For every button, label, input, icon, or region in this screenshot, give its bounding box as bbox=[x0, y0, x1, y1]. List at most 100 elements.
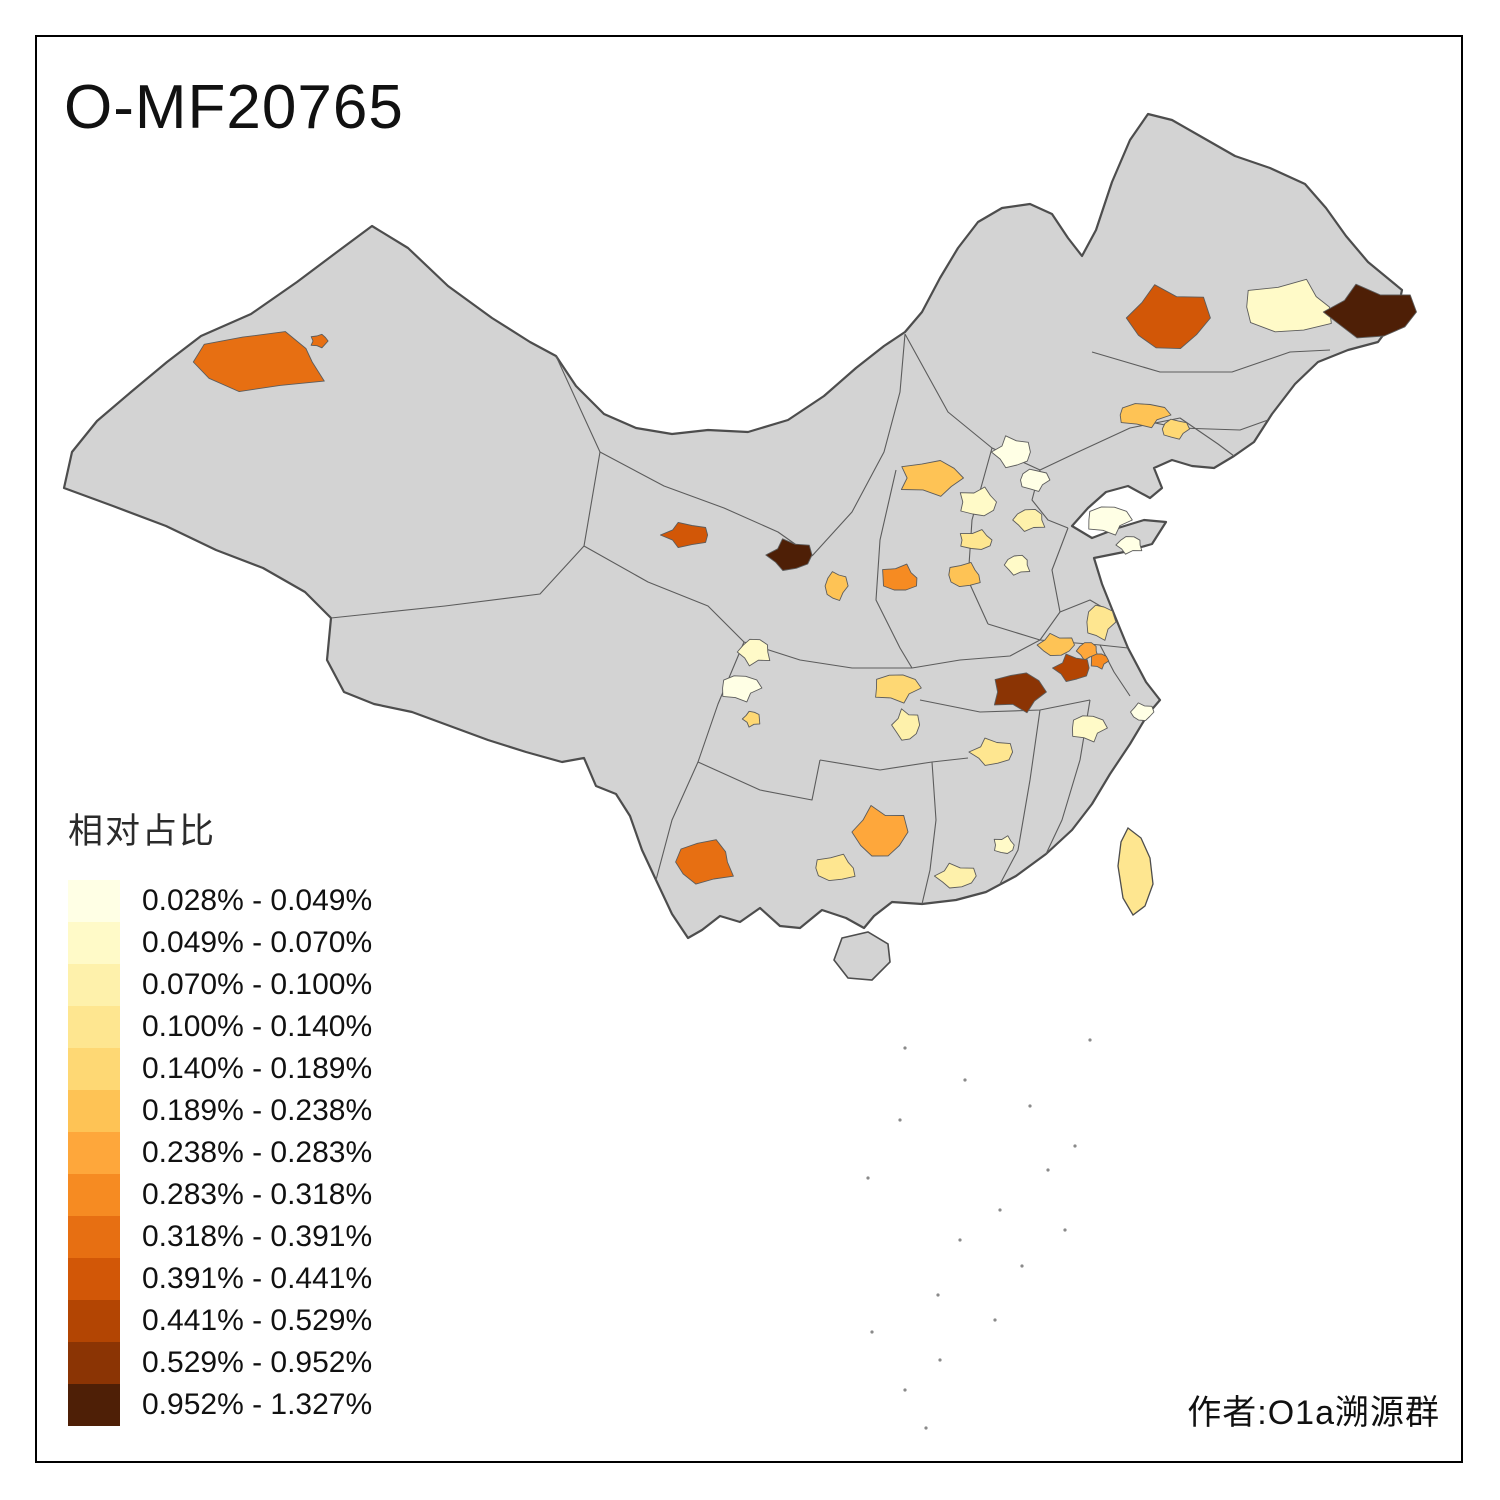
sea-island-speck bbox=[1073, 1144, 1077, 1148]
legend-row: 0.529% - 0.952% bbox=[68, 1342, 372, 1384]
legend-swatch bbox=[68, 1132, 120, 1174]
sea-island-speck bbox=[1028, 1104, 1032, 1108]
legend-swatch bbox=[68, 1384, 120, 1426]
legend-label: 0.049% - 0.070% bbox=[142, 926, 373, 959]
region-sichuan-northwest-pale bbox=[736, 638, 771, 667]
province-boundary bbox=[819, 757, 969, 771]
legend-label: 0.189% - 0.238% bbox=[142, 1094, 373, 1127]
region-liaoning-east bbox=[1161, 418, 1191, 440]
region-qinghai-east bbox=[659, 521, 709, 549]
province-boundary bbox=[911, 639, 1041, 669]
sea-island-speck bbox=[963, 1078, 967, 1082]
region-shandong-north-pale bbox=[1088, 506, 1133, 536]
sea-island-speck bbox=[998, 1208, 1002, 1212]
region-sichuan-west-pale bbox=[722, 675, 763, 703]
legend-label: 0.441% - 0.529% bbox=[142, 1304, 373, 1337]
legend-label: 0.238% - 0.283% bbox=[142, 1136, 373, 1169]
sea-island-speck bbox=[958, 1238, 962, 1242]
province-boundary bbox=[697, 759, 821, 801]
legend-swatch bbox=[68, 1342, 120, 1384]
region-jiangsu-south bbox=[1090, 653, 1110, 670]
region-heilongjiang-west-pale bbox=[1246, 278, 1332, 333]
page-title: O-MF20765 bbox=[64, 73, 404, 142]
legend-row: 0.441% - 0.529% bbox=[68, 1300, 372, 1342]
province-boundary bbox=[811, 333, 906, 557]
region-hunan-east bbox=[968, 737, 1014, 766]
province-boundary bbox=[1039, 527, 1069, 641]
region-heilongjiang-northeast-dark bbox=[1322, 283, 1417, 339]
sea-island-speck bbox=[993, 1318, 997, 1322]
region-inner-mongolia-ordos bbox=[900, 460, 964, 497]
sea-island-speck bbox=[1020, 1264, 1024, 1268]
province-boundary bbox=[919, 699, 1091, 713]
region-shanxi-south bbox=[948, 561, 981, 588]
legend-row: 0.140% - 0.189% bbox=[68, 1048, 372, 1090]
region-shanghai-area-pale bbox=[1130, 702, 1155, 722]
legend-label: 0.028% - 0.049% bbox=[142, 884, 373, 917]
province-boundary bbox=[330, 355, 601, 619]
province-boundary bbox=[1091, 349, 1331, 373]
sea-island-speck bbox=[938, 1358, 942, 1362]
legend-label: 0.529% - 0.952% bbox=[142, 1346, 373, 1379]
taiwan-island bbox=[1117, 827, 1154, 916]
legend-swatch bbox=[68, 880, 120, 922]
legend-row: 0.283% - 0.318% bbox=[68, 1174, 372, 1216]
region-shanxi-central bbox=[959, 529, 993, 550]
region-hebei-south bbox=[1012, 508, 1046, 532]
legend-row: 0.952% - 1.327% bbox=[68, 1384, 372, 1426]
region-gansu-south bbox=[824, 571, 849, 601]
legend-row: 0.100% - 0.140% bbox=[68, 1006, 372, 1048]
legend-label: 0.318% - 0.391% bbox=[142, 1220, 373, 1253]
legend-row: 0.238% - 0.283% bbox=[68, 1132, 372, 1174]
region-yunnan-central bbox=[675, 839, 734, 885]
legend: 相对占比 0.028% - 0.049% 0.049% - 0.070% 0.070… bbox=[68, 803, 372, 1426]
legend-swatch bbox=[68, 1174, 120, 1216]
region-inner-mongolia-northeast bbox=[1125, 284, 1211, 350]
legend-swatch bbox=[68, 922, 120, 964]
sea-island-speck bbox=[870, 1330, 874, 1334]
region-henan-north-pale bbox=[1003, 554, 1031, 576]
legend-row: 0.318% - 0.391% bbox=[68, 1216, 372, 1258]
region-shandong-peninsula-pale bbox=[1115, 536, 1143, 555]
legend-label: 0.283% - 0.318% bbox=[142, 1178, 373, 1211]
legend-swatch bbox=[68, 1258, 120, 1300]
region-chongqing-south bbox=[891, 708, 921, 741]
legend-label: 0.070% - 0.100% bbox=[142, 968, 373, 1001]
legend-row: 0.070% - 0.100% bbox=[68, 964, 372, 1006]
sea-island-speck bbox=[924, 1426, 928, 1430]
region-guangxi-north bbox=[851, 805, 909, 857]
legend-label: 0.952% - 1.327% bbox=[142, 1388, 373, 1421]
province-boundary bbox=[967, 447, 993, 625]
legend-swatch bbox=[68, 1006, 120, 1048]
region-chongqing-area bbox=[875, 674, 922, 704]
region-hunan-south-pale bbox=[993, 835, 1015, 854]
region-shaanxi-north bbox=[882, 563, 918, 591]
region-xinjiang-kashgar-north-spot bbox=[310, 333, 329, 349]
legend-label: 0.100% - 0.140% bbox=[142, 1010, 373, 1043]
sea-island-speck bbox=[1063, 1228, 1067, 1232]
sea-island-speck bbox=[903, 1046, 907, 1050]
legend-swatch bbox=[68, 964, 120, 1006]
region-shanxi-north bbox=[959, 486, 997, 517]
legend-row: 0.391% - 0.441% bbox=[68, 1258, 372, 1300]
attribution-text: 作者:O1a溯源群 bbox=[1187, 1394, 1440, 1432]
province-boundary bbox=[583, 545, 745, 643]
region-gansu-lanzhou-dark bbox=[765, 538, 813, 571]
province-boundary bbox=[1099, 644, 1131, 697]
sea-island-speck bbox=[1046, 1168, 1050, 1172]
region-sichuan-south-spot bbox=[741, 710, 761, 728]
legend-swatch bbox=[68, 1300, 120, 1342]
legend-row: 0.028% - 0.049% bbox=[68, 880, 372, 922]
legend-title: 相对占比 bbox=[68, 812, 217, 851]
region-jiangxi-north-pale bbox=[1072, 715, 1108, 743]
legend-label: 0.140% - 0.189% bbox=[142, 1052, 373, 1085]
region-hebei-pale bbox=[1020, 468, 1051, 492]
legend-swatch bbox=[68, 1048, 120, 1090]
region-hubei-central-dark bbox=[993, 672, 1047, 714]
mainland-outline bbox=[62, 112, 1404, 940]
sea-island-speck bbox=[903, 1388, 907, 1392]
sea-island-speck bbox=[1088, 1038, 1092, 1042]
region-anhui-north bbox=[1036, 632, 1075, 657]
